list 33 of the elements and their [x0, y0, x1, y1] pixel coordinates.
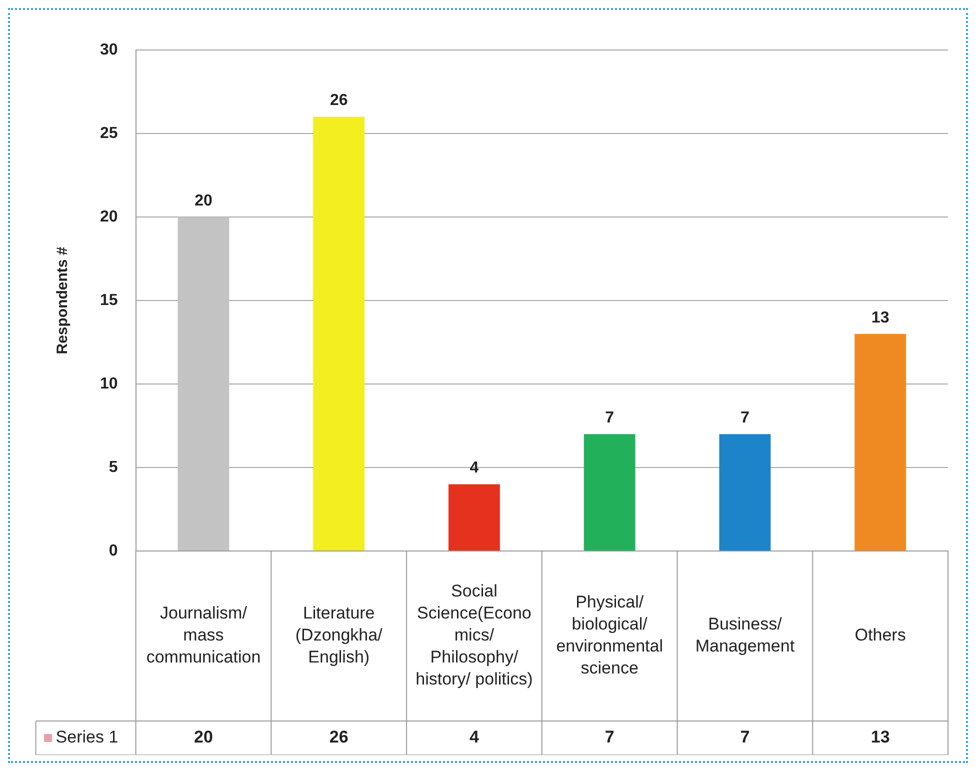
data-label: 4	[470, 460, 479, 477]
y-tick-label: 10	[100, 375, 118, 392]
data-label: 20	[194, 192, 212, 210]
text: 13	[870, 728, 890, 747]
text: 7	[740, 728, 750, 747]
bar	[178, 217, 230, 550]
x-tick-label: Others	[854, 626, 906, 645]
data-label: 26	[330, 92, 348, 110]
x-tick-label: Physical/ biological/ environmental science	[556, 592, 663, 678]
y-axis-title: Respondents #	[54, 246, 72, 354]
x-tick-label: Business/ Management	[695, 614, 795, 656]
y-tick-label: 30	[100, 41, 118, 58]
x-tick-label: Social Science(Economics/ Philosophy/ history/ politics)	[416, 582, 533, 689]
text: Series 1	[56, 728, 118, 747]
y-tick-label: 20	[100, 208, 118, 226]
y-tick-label: 15	[100, 292, 118, 309]
y-tick-label: 25	[100, 124, 118, 142]
text: 20	[194, 728, 213, 747]
y-tick-label: 0	[108, 542, 118, 560]
data-label: 7	[740, 410, 750, 427]
bar	[448, 484, 500, 550]
bar	[584, 434, 636, 550]
bar	[854, 334, 906, 550]
data-label: 13	[871, 309, 890, 326]
text: 7	[604, 728, 614, 747]
x-tick-label: Literature (Dzongkha/ English)	[295, 604, 383, 667]
bar	[719, 434, 771, 550]
y-tick-label: 5	[108, 458, 118, 476]
text: 4	[469, 728, 480, 747]
x-tick-label: Journalism/ mass communication	[146, 604, 261, 667]
data-label: 7	[605, 410, 614, 427]
bar	[313, 116, 365, 550]
text: 26	[329, 728, 348, 747]
